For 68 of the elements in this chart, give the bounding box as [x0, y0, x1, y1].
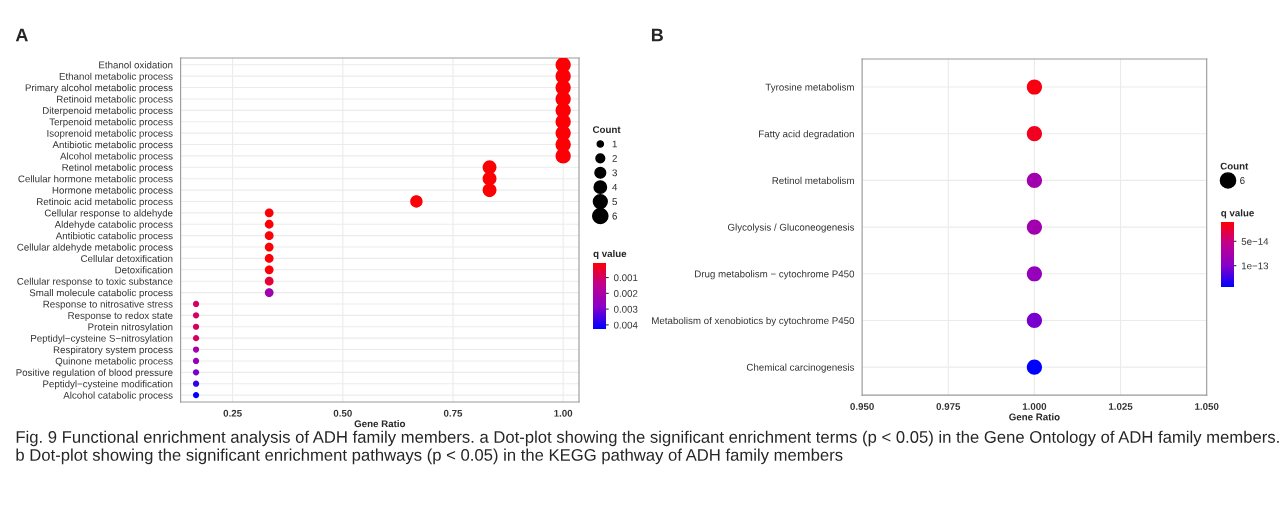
y-tick-label: Terpenoid metabolic process	[49, 118, 173, 128]
y-tick-label: Respiratory system process	[53, 346, 173, 356]
y-tick-label: Metabolism of xenobiotics by cytochrome P450	[652, 316, 855, 326]
color-bar-label: 5e−14	[1241, 238, 1269, 245]
y-tick-label: Aldehyde catabolic process	[54, 220, 173, 230]
text: A	[15, 28, 28, 42]
y-tick-label: Small molecule catabolic process	[29, 289, 173, 299]
y-tick-label: Peptidyl−cysteine S−nitrosylation	[31, 334, 173, 344]
y-tick-label: Cellular aldehyde metabolic process	[17, 243, 173, 253]
legend-label: 6	[612, 212, 617, 220]
y-tick-label: Antibiotic metabolic process	[52, 140, 173, 151]
y-tick-label: Detoxification	[115, 266, 173, 274]
x-axis-title: Gene Ratio	[354, 420, 406, 428]
y-tick-label: Peptidyl−cysteine modification	[43, 380, 173, 390]
y-tick-label: Quinone metabolic process	[55, 357, 173, 367]
y-tick-label: Alcohol catabolic process	[63, 391, 173, 401]
x-tick-label: 0.950	[850, 403, 874, 410]
x-tick-label: 0.50	[333, 409, 352, 417]
legend-label: 4	[612, 183, 618, 191]
y-tick-label: Retinoid metabolic process	[57, 95, 173, 105]
y-tick-label: Response to redox state	[68, 311, 173, 321]
y-tick-label: Drug metabolism − cytochrome P450	[695, 270, 855, 280]
y-tick-label: Retinol metabolic process	[62, 163, 173, 173]
color-bar-label: 0.003	[613, 305, 638, 313]
y-tick-label: Cellular detoxification	[81, 254, 173, 263]
y-tick-label: Primary alcohol metabolic process	[25, 84, 173, 94]
y-tick-label: Diterpenoid metabolic process	[43, 106, 173, 116]
x-tick-label: 1.050	[1195, 403, 1219, 410]
y-tick-label: Hormone metabolic process	[52, 186, 173, 196]
y-tick-label: Retinoic acid metabolic process	[37, 197, 173, 207]
y-tick-label: Glycolysis / Gluconeogenesis	[727, 223, 855, 233]
legend-title: Count	[592, 126, 621, 134]
x-tick-label: 1.025	[1109, 403, 1133, 410]
x-tick-label: 1.000	[1022, 403, 1047, 410]
color-bar-title: q value	[593, 249, 627, 260]
y-tick-label: Positive regulation of blood pressure	[16, 368, 173, 378]
y-tick-label: Protein nitrosylation	[88, 323, 173, 333]
legend-label: 5	[612, 198, 617, 206]
color-bar-label: 0.002	[613, 290, 638, 297]
y-tick-label: Cellular response to toxic substance	[17, 277, 173, 287]
x-tick-label: 0.25	[223, 409, 242, 417]
x-axis-title: Gene Ratio	[1009, 413, 1060, 421]
y-tick-label: Fatty acid degradation	[759, 130, 854, 140]
y-tick-label: Antibiotic catabolic process	[55, 232, 173, 242]
x-tick-label: 1.00	[554, 409, 573, 417]
legend-label: 3	[612, 169, 617, 177]
color-bar-label: 1e−13	[1241, 262, 1269, 270]
y-tick-label: Ethanol oxidation	[99, 61, 173, 69]
y-tick-label: Cellular response to aldehyde	[44, 209, 173, 219]
legend-label: 6	[1240, 177, 1245, 184]
color-bar-label: 0.004	[613, 321, 638, 329]
text: B	[651, 28, 663, 42]
x-tick-label: 0.975	[936, 403, 961, 410]
y-tick-label: Alcohol metabolic process	[60, 152, 173, 162]
color-bar-label: 0.001	[613, 274, 638, 282]
y-tick-label: Retinol metabolism	[772, 176, 854, 184]
y-tick-label: Response to nitrosative stress	[43, 300, 173, 310]
y-tick-label: Chemical carcinogenesis	[746, 363, 855, 373]
y-tick-label: Tyrosine metabolism	[765, 83, 854, 93]
y-tick-label: Ethanol metabolic process	[59, 72, 173, 82]
legend-label: 2	[612, 154, 617, 162]
caption: Fig. 9 Functional enrichment analysis of ADH family members. a Dot-plot showing the significant enrichment terms (p < 0.05) in the Gene Ontology of ADH family members. b Dot-plot showing the significant enrichment pathways (p < 0.05) in the KEGG pathway of ADH family members	[16, 430, 1279, 465]
x-tick-label: 0.75	[443, 409, 463, 417]
color-bar-title: q value	[1221, 209, 1254, 219]
legend-title: Count	[1220, 162, 1249, 170]
y-tick-label: Cellular hormone metabolic process	[18, 175, 173, 185]
legend-label: 1	[612, 140, 617, 148]
y-tick-label: Isoprenoid metabolic process	[47, 129, 173, 139]
